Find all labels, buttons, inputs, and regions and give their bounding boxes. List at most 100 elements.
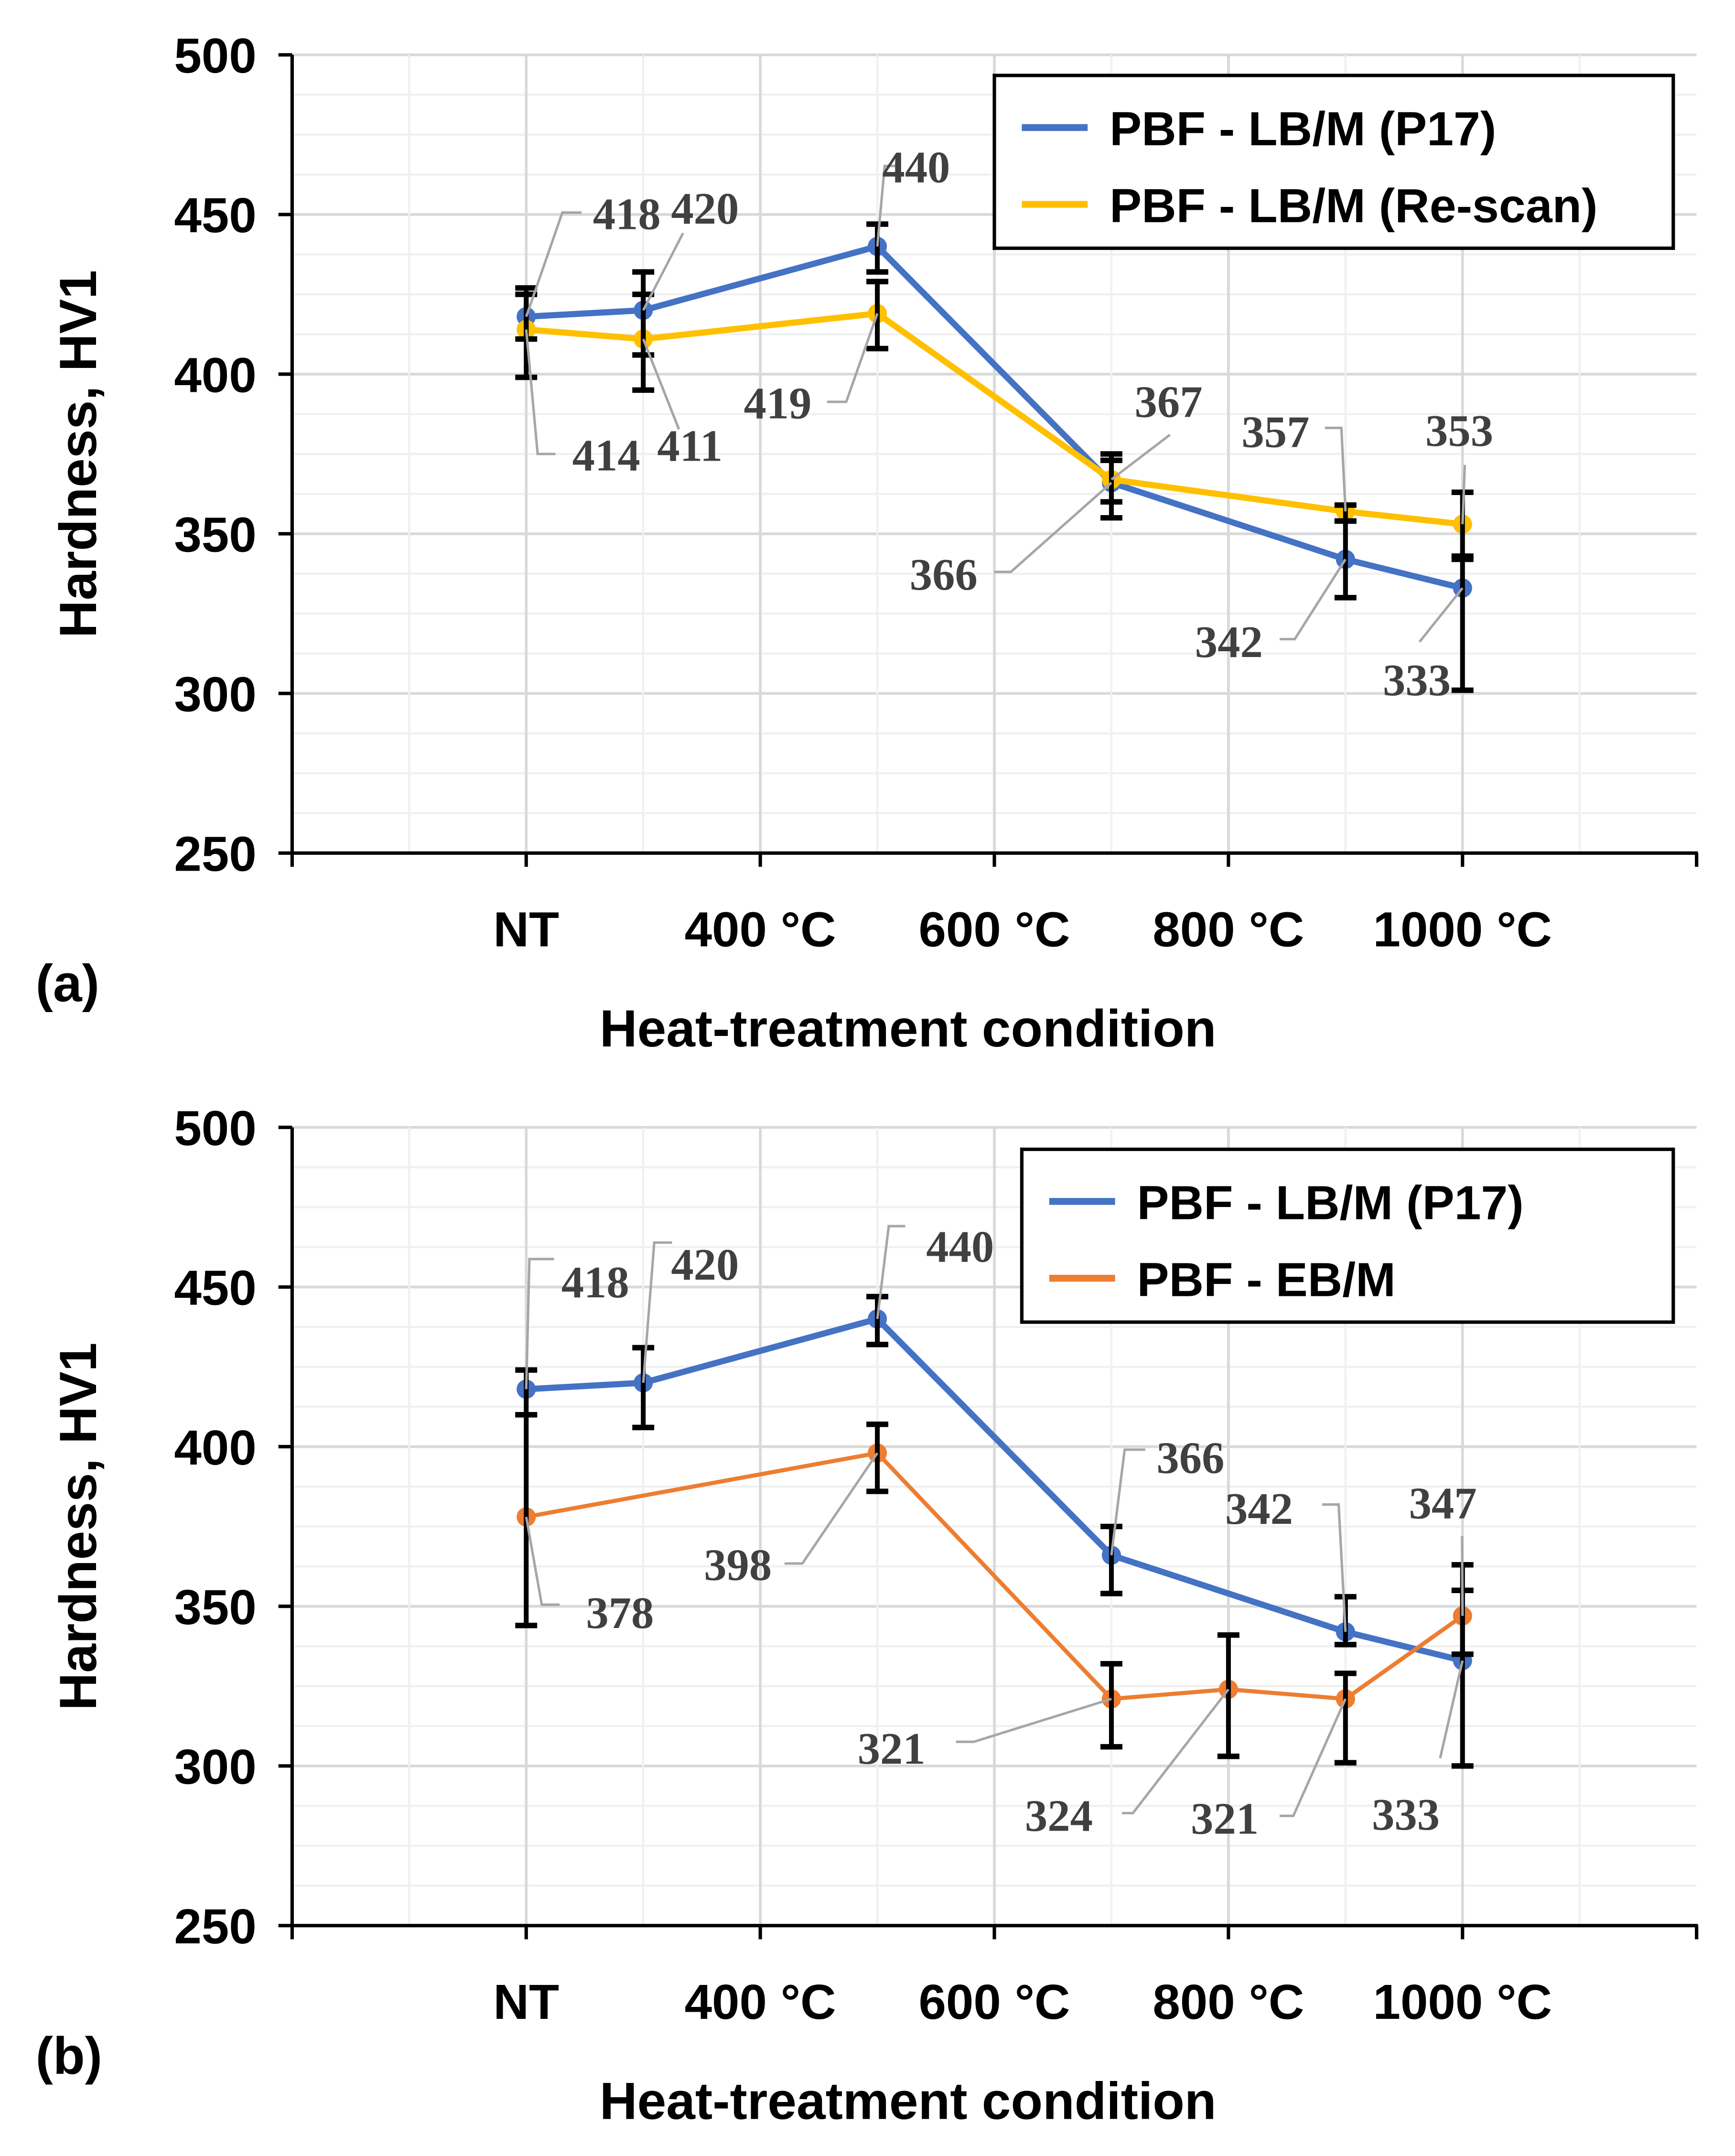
y-tick-label: 500	[174, 28, 256, 83]
y-tick-label: 500	[174, 1100, 256, 1156]
data-label: 357	[1241, 408, 1309, 457]
x-tick-label: 800 °C	[1153, 901, 1304, 957]
data-label-leader	[1461, 1536, 1464, 1616]
data-label: 333	[1372, 1790, 1440, 1840]
data-label-leader	[1110, 1448, 1145, 1556]
x-tick-label: 400 °C	[685, 901, 836, 957]
x-axis-title: Heat-treatment condition	[600, 1000, 1217, 1058]
data-label: 342	[1195, 617, 1263, 667]
data-label: 420	[671, 1240, 739, 1290]
x-tick-label: NT	[493, 1974, 559, 2029]
data-label-leader	[1322, 1503, 1347, 1632]
data-label: 342	[1225, 1484, 1293, 1534]
data-label-leader	[827, 313, 879, 403]
legend: PBF - LB/M (P17) PBF - EB/M	[1020, 1147, 1675, 1324]
error-bar	[1451, 556, 1474, 693]
y-tick-label: 450	[174, 1260, 256, 1315]
y-axis-title: Hardness, HV1	[49, 270, 108, 638]
data-label: 411	[657, 421, 722, 471]
data-label: 366	[910, 550, 978, 600]
data-label-leader	[1280, 1698, 1347, 1817]
x-tick-label: 600 °C	[918, 901, 1070, 957]
x-tick-label: NT	[493, 901, 559, 957]
y-tick-label: 400	[174, 1420, 256, 1475]
data-label-leader	[642, 1241, 672, 1383]
x-tick-label: 800 °C	[1153, 1974, 1304, 2029]
error-bar	[1334, 1671, 1357, 1766]
chart-panel-a: 250 300 350 400 450 500 NT 400 °C 600 °C 800 °C 10…	[36, 28, 1699, 1058]
error-bar	[866, 221, 889, 275]
data-label: 347	[1409, 1478, 1477, 1528]
data-label-leader	[1439, 1660, 1464, 1759]
data-label: 333	[1383, 656, 1451, 705]
data-label-leader	[525, 1258, 554, 1390]
data-label: 440	[882, 143, 950, 193]
legend-entry: PBF - EB/M	[1137, 1253, 1396, 1306]
series-line	[526, 1315, 1464, 1664]
data-label-leader	[642, 338, 680, 430]
data-label: 418	[561, 1258, 629, 1307]
y-tick-label: 300	[174, 667, 256, 722]
x-tick-label: 1000 °C	[1373, 1974, 1552, 2029]
data-label: 414	[572, 431, 640, 480]
data-label-leader	[525, 1517, 560, 1606]
x-tick-label: 1000 °C	[1373, 901, 1552, 957]
chart-panel-b: 250 300 350 400 450 500 NT 400 °C 600 °C 800 °C 10…	[36, 1100, 1699, 2131]
data-label-leader	[956, 1697, 1112, 1743]
legend-box	[1020, 1147, 1675, 1324]
data-label-leader	[876, 164, 900, 247]
data-label: 440	[926, 1222, 994, 1272]
y-axis-title: Hardness, HV1	[49, 1343, 108, 1711]
error-bar	[1100, 1661, 1122, 1750]
data-label: 321	[858, 1724, 926, 1774]
y-tick-label: 400	[174, 347, 256, 402]
data-label-leader	[525, 211, 582, 317]
error-bar	[632, 1345, 655, 1431]
data-label: 367	[1135, 377, 1203, 427]
x-tick-label: 600 °C	[918, 1974, 1070, 2029]
data-label-leader	[1461, 464, 1466, 525]
y-tick-label: 250	[174, 826, 256, 882]
series-line	[526, 1451, 1464, 1701]
panel-label: (a)	[36, 954, 99, 1013]
data-label: 418	[593, 189, 661, 239]
series-line	[526, 243, 1464, 591]
data-label-leader	[525, 329, 556, 455]
data-label: 366	[1156, 1434, 1224, 1483]
data-label-leader	[1110, 433, 1171, 481]
y-tick-label: 300	[174, 1739, 256, 1794]
data-label: 398	[704, 1541, 772, 1590]
data-label-leader	[1280, 559, 1347, 641]
data-label: 324	[1025, 1791, 1093, 1841]
legend-box	[992, 74, 1675, 250]
y-tick-label: 350	[174, 1579, 256, 1635]
data-label: 321	[1191, 1794, 1259, 1843]
panel-label: (b)	[36, 2027, 102, 2085]
y-tick-label: 350	[174, 507, 256, 562]
data-label-leader	[784, 1452, 879, 1565]
data-label-leader	[994, 482, 1112, 573]
y-tick-label: 450	[174, 187, 256, 243]
series-line	[526, 310, 1463, 528]
data-label-leader	[642, 232, 684, 311]
data-label: 419	[744, 378, 811, 428]
data-label-leader	[876, 1225, 905, 1319]
legend-entry: PBF - LB/M (P17)	[1110, 102, 1496, 156]
error-bar	[866, 1422, 889, 1494]
data-label-leader	[1325, 426, 1347, 512]
x-tick-label: 400 °C	[685, 1974, 836, 2029]
data-label-leader	[1418, 587, 1464, 643]
legend: PBF - LB/M (P17) PBF - LB/M (Re-scan)	[992, 74, 1675, 250]
data-label-leader	[1121, 1688, 1229, 1815]
data-label: 353	[1425, 406, 1493, 456]
error-bar	[1100, 1523, 1122, 1596]
y-tick-label: 250	[174, 1898, 256, 1954]
error-bar	[866, 1294, 889, 1348]
legend-entry: PBF - LB/M (P17)	[1137, 1176, 1524, 1230]
x-axis-title: Heat-treatment condition	[600, 2072, 1217, 2131]
data-label: 378	[586, 1588, 654, 1638]
legend-entry: PBF - LB/M (Re-scan)	[1110, 179, 1597, 233]
error-bar	[1217, 1632, 1239, 1759]
error-bar	[1100, 457, 1122, 505]
